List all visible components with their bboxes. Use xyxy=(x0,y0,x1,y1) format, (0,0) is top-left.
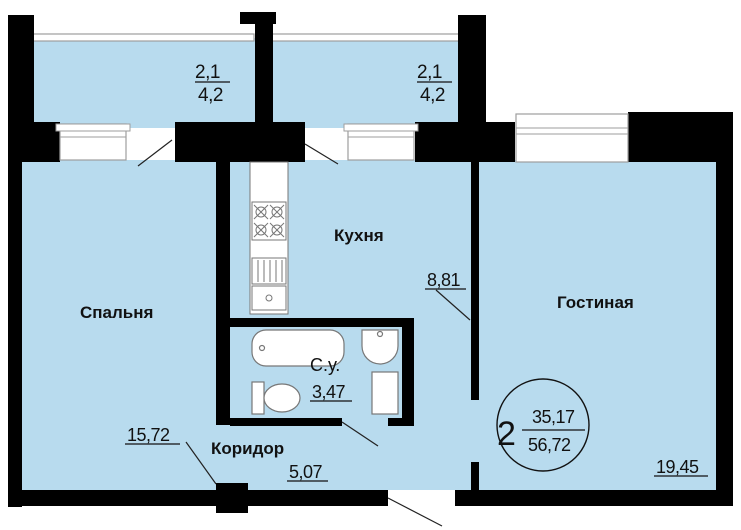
window-bedroom-frame xyxy=(55,123,131,132)
balcony-right-bottom: 4,2 xyxy=(420,85,445,106)
burner-x-3b xyxy=(253,222,269,238)
wall-right-outer xyxy=(716,112,733,506)
labels: 2,1 4,2 2,1 4,2 Кухня 8,81 Спальня 15,72… xyxy=(80,62,708,482)
fridge-knob xyxy=(265,294,273,302)
kitchen-name: Кухня xyxy=(334,226,384,245)
corridor-area: 5,07 xyxy=(289,462,323,482)
corridor-name: Коридор xyxy=(211,439,284,458)
balcony-left-top: 2,1 xyxy=(195,62,220,83)
wall-bathroom-top xyxy=(230,318,414,327)
wall-bedroom-kitchen xyxy=(216,160,230,425)
wall-bottom-left xyxy=(8,490,388,506)
wall-bathroom-bottom-left xyxy=(230,418,342,426)
windows xyxy=(55,113,629,163)
toilet-bowl-icon xyxy=(263,383,301,413)
bathtub-icon xyxy=(251,329,345,367)
glazing-right xyxy=(271,33,461,42)
bathroom-name: С.у. xyxy=(310,355,340,375)
sink-icon xyxy=(251,257,287,285)
wall-balcony-divider xyxy=(255,12,273,132)
wall-bottom-post xyxy=(216,483,248,513)
summary-circle xyxy=(496,378,590,472)
balcony-right-top: 2,1 xyxy=(417,62,442,83)
glazing-left xyxy=(31,33,255,42)
door-line-entrance xyxy=(387,497,443,527)
wall-divider-cap xyxy=(240,12,276,24)
living-area: 19,45 xyxy=(656,457,699,477)
wall-facade-2 xyxy=(175,122,305,162)
wall-facade-3 xyxy=(415,122,515,162)
burner-x-4b xyxy=(269,222,285,238)
living-name: Гостиная xyxy=(557,293,634,312)
washbasin-drain xyxy=(376,330,384,338)
balcony-left-fill xyxy=(30,38,255,128)
total-area: 56,72 xyxy=(528,435,571,455)
wall-bathroom-right xyxy=(402,318,414,426)
window-living xyxy=(515,113,629,163)
kitchen-area: 8,81 xyxy=(427,270,461,290)
door-lines xyxy=(137,139,471,527)
burner-x-1b xyxy=(253,204,269,220)
door-line-bedroom xyxy=(185,441,217,485)
living-fill xyxy=(478,160,718,490)
door-line-bathroom xyxy=(341,421,379,447)
window-kitchen-frame xyxy=(343,123,419,132)
walls xyxy=(8,12,733,513)
wall-facade-1 xyxy=(8,122,60,162)
washing-machine-icon xyxy=(371,371,399,415)
door-line-kitchen-balcony xyxy=(304,143,339,165)
balcony-left-bottom: 4,2 xyxy=(198,85,223,106)
door-line-kitchen xyxy=(435,289,471,321)
room-count: 2 xyxy=(497,415,516,453)
door-line-bedroom-balcony xyxy=(137,139,173,167)
bedroom-name: Спальня xyxy=(80,303,153,322)
balcony-right-fill xyxy=(272,38,464,128)
balcony-glazing xyxy=(31,33,461,42)
wall-bottom-right xyxy=(455,490,733,506)
bathtub-drain xyxy=(258,344,266,352)
kitchen-fixtures xyxy=(249,161,289,315)
apartment-summary-badge: 2 35,17 56,72 xyxy=(496,378,590,472)
bedroom-fill xyxy=(22,160,220,490)
wall-balcony-left-side xyxy=(8,15,34,129)
room-fills xyxy=(22,38,718,490)
burner-x-2b xyxy=(269,204,285,220)
wall-bathroom-bottom-right xyxy=(388,418,414,426)
wall-balcony-right-side xyxy=(458,15,486,125)
toilet-tank-icon xyxy=(251,381,265,415)
bathroom-fixtures xyxy=(251,329,399,415)
wall-left-outer xyxy=(8,122,22,507)
bedroom-area: 15,72 xyxy=(127,425,170,445)
wall-kitchen-living xyxy=(471,160,479,400)
living-area-total: 35,17 xyxy=(532,407,575,427)
washbasin-icon xyxy=(361,329,399,365)
wall-living-lower-stub xyxy=(471,462,479,492)
wall-right-top-block xyxy=(628,112,733,162)
bathroom-area: 3,47 xyxy=(312,382,346,402)
